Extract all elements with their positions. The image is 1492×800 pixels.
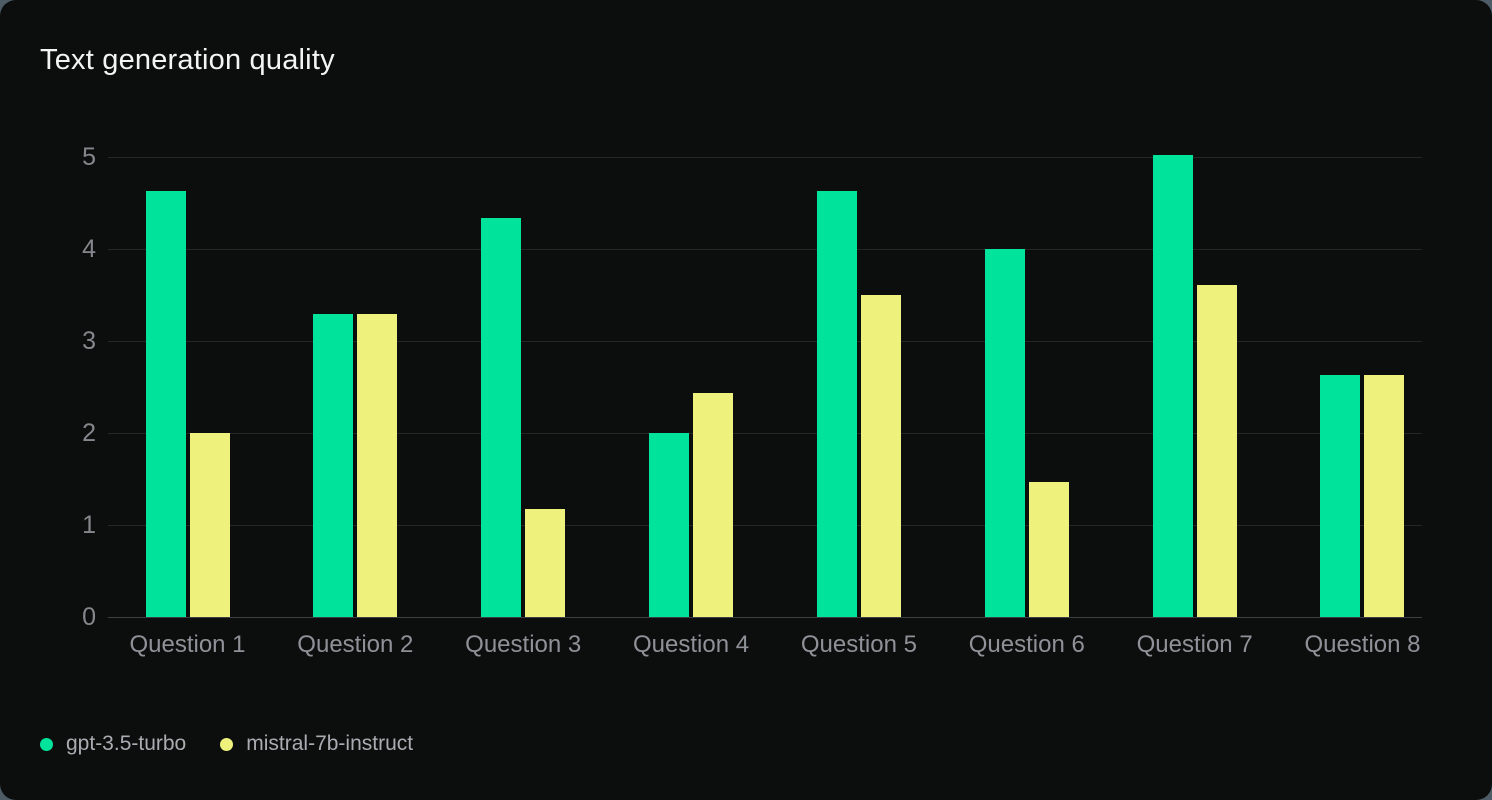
chart-title: Text generation quality [40, 44, 335, 76]
bar-gpt-3.5-turbo-question-2[interactable] [313, 314, 354, 617]
legend-label: gpt-3.5-turbo [66, 732, 187, 755]
y-tick-label-1: 1 [82, 510, 96, 539]
x-axis-label-5: Question 5 [800, 631, 917, 658]
gridline-y-1 [108, 524, 1422, 526]
bar-gpt-3.5-turbo-question-4[interactable] [649, 432, 690, 617]
y-tick-label-3: 3 [82, 326, 96, 355]
bar-mistral-7b-instruct-question-2[interactable] [357, 314, 398, 617]
bar-mistral-7b-instruct-question-5[interactable] [860, 294, 901, 617]
x-axis-label-4: Question 4 [633, 631, 750, 658]
x-axis-label-8: Question 8 [1304, 631, 1421, 658]
y-tick-label-2: 2 [82, 418, 96, 447]
bar-gpt-3.5-turbo-question-1[interactable] [145, 190, 186, 617]
bar-gpt-3.5-turbo-question-6[interactable] [984, 248, 1025, 617]
gridline-y-3 [108, 340, 1422, 342]
y-tick-label-4: 4 [82, 234, 96, 263]
bar-mistral-7b-instruct-question-1[interactable] [189, 432, 230, 617]
bar-mistral-7b-instruct-question-3[interactable] [525, 509, 566, 617]
x-axis-label-1: Question 1 [129, 631, 246, 658]
legend-item-gpt-3.5-turbo[interactable]: gpt-3.5-turbo [40, 732, 186, 756]
bar-mistral-7b-instruct-question-7[interactable] [1196, 284, 1237, 617]
y-tick-label-5: 5 [82, 142, 96, 171]
bar-gpt-3.5-turbo-question-7[interactable] [1152, 154, 1193, 617]
legend-swatch-icon [220, 737, 234, 751]
bar-gpt-3.5-turbo-question-5[interactable] [816, 190, 857, 617]
gridline-y-5 [108, 156, 1422, 158]
x-axis-label-6: Question 6 [968, 631, 1085, 658]
gridline-y-2 [108, 432, 1422, 434]
bar-mistral-7b-instruct-question-8[interactable] [1364, 374, 1405, 617]
legend-swatch-icon [40, 737, 53, 751]
y-tick-label-0: 0 [82, 603, 96, 631]
bar-mistral-7b-instruct-question-6[interactable] [1028, 481, 1069, 617]
bar-gpt-3.5-turbo-question-3[interactable] [481, 218, 522, 617]
x-axis-label-2: Question 2 [297, 631, 414, 658]
x-axis-label-7: Question 7 [1136, 631, 1253, 658]
gridline-y-4 [108, 248, 1422, 250]
bar-mistral-7b-instruct-question-4[interactable] [693, 393, 734, 617]
legend-label: mistral-7b-instruct [246, 732, 414, 755]
legend-item-mistral-7b-instruct[interactable]: mistral-7b-instruct [220, 732, 413, 756]
gridline-y-0 [108, 617, 1422, 618]
x-axis-label-3: Question 3 [465, 631, 582, 658]
bar-gpt-3.5-turbo-question-8[interactable] [1320, 374, 1361, 617]
chart-legend: gpt-3.5-turbo mistral-7b-instruct [40, 732, 413, 756]
